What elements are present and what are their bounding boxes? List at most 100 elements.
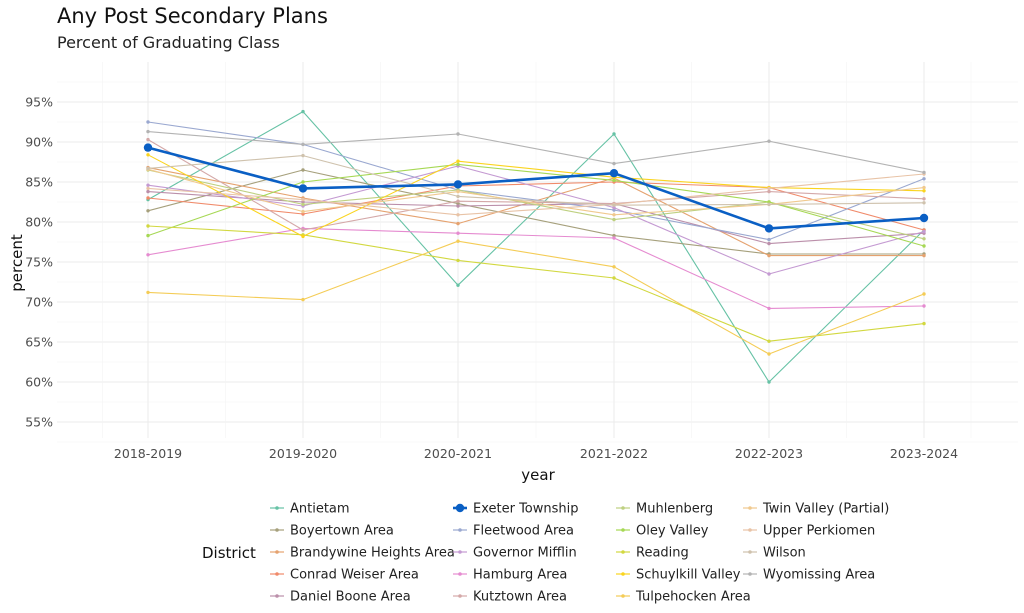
series-line: [147, 121, 925, 241]
data-point: [919, 213, 929, 223]
legend-key-point: [621, 594, 625, 598]
series-line: [147, 169, 924, 255]
legend-item: Fleetwood Area: [453, 524, 574, 539]
y-tick-label: 65%: [25, 335, 53, 350]
legend-label: Antietam: [290, 502, 350, 517]
data-point: [146, 253, 150, 257]
data-point: [612, 161, 616, 166]
legend-label: Exeter Township: [473, 502, 579, 517]
series-exeter-township: [143, 143, 929, 233]
data-point: [146, 137, 150, 142]
series-line: [147, 225, 925, 342]
legend-item: Wilson: [743, 546, 806, 561]
data-point: [922, 229, 926, 234]
data-point: [146, 153, 150, 157]
data-point: [456, 213, 460, 217]
legend-item: Boyertown Area: [270, 524, 394, 539]
data-point: [301, 197, 305, 202]
series-wyomissing-area: [146, 129, 926, 175]
legend-key-point: [458, 550, 462, 554]
data-point: [922, 197, 926, 201]
legend-key-point: [748, 528, 752, 532]
data-point: [146, 186, 150, 191]
series-tulpehocken-area: [146, 239, 926, 356]
data-point: [767, 139, 771, 143]
legend-key-point: [275, 572, 279, 576]
data-point: [301, 228, 305, 232]
legend-item: Upper Perkiomen: [743, 524, 875, 539]
series-governor-mifflin: [146, 164, 926, 276]
legend-label: Brandywine Heights Area: [290, 546, 455, 561]
data-point: [456, 199, 460, 203]
data-point: [301, 168, 305, 172]
data-point: [767, 186, 771, 191]
data-point: [301, 180, 305, 184]
legend-item: Schuylkill Valley: [616, 568, 741, 583]
legend-key-point: [275, 594, 279, 598]
data-point: [922, 321, 926, 326]
data-point: [612, 217, 616, 222]
data-point: [612, 205, 616, 210]
legend-label: Wilson: [763, 546, 806, 561]
data-point: [612, 203, 616, 207]
data-point: [456, 258, 460, 263]
legend-item: Governor Mifflin: [453, 546, 577, 561]
data-point: [456, 189, 460, 194]
data-point: [301, 209, 305, 214]
data-point: [767, 237, 771, 242]
series-line: [147, 155, 925, 206]
data-point: [767, 339, 771, 343]
legend-item: Twin Valley (Partial): [743, 502, 889, 517]
data-point: [767, 272, 771, 276]
series-wilson: [146, 153, 926, 207]
data-point: [456, 132, 460, 136]
legend-label: Twin Valley (Partial): [762, 502, 889, 517]
data-point: [298, 184, 308, 193]
y-tick-label: 55%: [25, 415, 53, 430]
legend-label: Conrad Weiser Area: [290, 568, 419, 583]
data-point: [146, 189, 150, 194]
series-line: [147, 173, 925, 216]
legend-item: Exeter Township: [453, 502, 579, 517]
legend-key-point: [621, 572, 625, 576]
data-point: [922, 189, 926, 193]
legend-item: Muhlenberg: [616, 502, 713, 517]
chart-subtitle: Percent of Graduating Class: [57, 33, 280, 52]
data-point: [456, 201, 460, 206]
data-point: [301, 142, 305, 147]
legend-key-point: [275, 550, 279, 554]
data-point: [301, 234, 305, 239]
data-point: [612, 265, 616, 269]
legend-label: Governor Mifflin: [473, 546, 577, 561]
data-point: [922, 170, 926, 175]
legend-key-point: [748, 572, 752, 576]
legend-key-point: [275, 528, 279, 532]
y-axis-title: percent: [8, 234, 26, 292]
data-point: [301, 202, 305, 207]
legend-item: Oley Valley: [616, 524, 709, 539]
legend-key-point: [275, 506, 279, 510]
legend-label: Schuylkill Valley: [636, 568, 741, 583]
legend-label: Kutztown Area: [473, 590, 567, 605]
data-point: [146, 166, 150, 171]
series-line: [147, 146, 925, 230]
legend-label: Fleetwood Area: [473, 524, 574, 539]
data-point: [456, 159, 460, 163]
series-line: [147, 163, 925, 247]
data-point: [456, 239, 460, 243]
data-point: [767, 306, 771, 311]
y-tick-label: 85%: [25, 175, 53, 190]
data-point: [922, 244, 926, 248]
legend: District Antietam Boyertown Area Brandywin…: [202, 502, 889, 605]
data-point: [146, 209, 150, 213]
series-line: [147, 240, 925, 355]
x-tick-label: 2018-2019: [114, 446, 182, 461]
data-point: [612, 233, 616, 238]
series-kutztown-area: [146, 137, 926, 232]
legend-key-point: [455, 503, 465, 513]
legend-item: Brandywine Heights Area: [270, 546, 455, 561]
legend-item: Hamburg Area: [453, 568, 567, 583]
data-point: [301, 109, 305, 114]
data-point: [612, 208, 616, 212]
